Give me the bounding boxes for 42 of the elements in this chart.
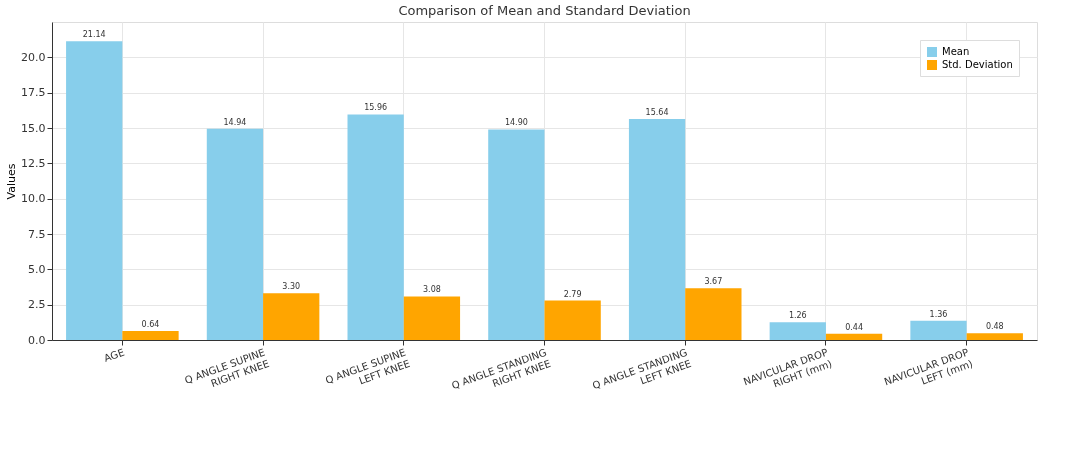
y-tick-label: 12.5 <box>21 156 46 170</box>
y-tick-label: 15.0 <box>21 121 46 135</box>
y-tick-label: 20.0 <box>21 50 46 64</box>
bar <box>825 333 883 340</box>
data-label: 14.94 <box>223 117 247 127</box>
bar <box>66 41 123 340</box>
bar <box>544 300 601 340</box>
y-tick-label: 7.5 <box>28 227 46 241</box>
x-tick-label: AGE <box>102 346 126 364</box>
bar <box>122 330 179 340</box>
bar <box>347 114 404 340</box>
bar <box>685 288 742 340</box>
data-label: 14.90 <box>504 118 528 128</box>
data-label: 15.64 <box>645 107 669 117</box>
data-label: 1.26 <box>788 311 807 321</box>
y-tick-label: 5.0 <box>28 262 46 276</box>
data-label: 2.79 <box>563 289 582 299</box>
y-tick-label: 0.0 <box>28 333 46 347</box>
data-label: 3.30 <box>282 282 301 292</box>
bar <box>628 118 686 340</box>
data-label: 0.48 <box>985 322 1004 332</box>
bar <box>488 129 545 340</box>
y-tick-label: 17.5 <box>21 86 46 100</box>
bar <box>206 128 264 340</box>
data-label: 1.36 <box>929 309 948 319</box>
data-label: 0.44 <box>845 322 863 332</box>
bar <box>966 333 1023 340</box>
data-label: 21.14 <box>82 30 106 40</box>
legend-label: Std. Deviation <box>942 59 1013 70</box>
bar <box>263 293 320 340</box>
chart-title: Comparison of Mean and Standard Deviation <box>398 3 691 18</box>
data-label: 3.08 <box>423 285 441 295</box>
y-axis-title: Values <box>5 163 19 200</box>
bar <box>403 296 461 340</box>
bar <box>769 322 826 340</box>
data-label: 0.64 <box>141 319 160 329</box>
y-tick-label: 2.5 <box>28 298 46 312</box>
y-tick-label: 10.0 <box>21 192 46 206</box>
legend-label: Mean <box>942 46 970 57</box>
data-label: 3.67 <box>704 277 723 287</box>
data-label: 15.96 <box>364 103 388 113</box>
bar <box>910 320 967 340</box>
